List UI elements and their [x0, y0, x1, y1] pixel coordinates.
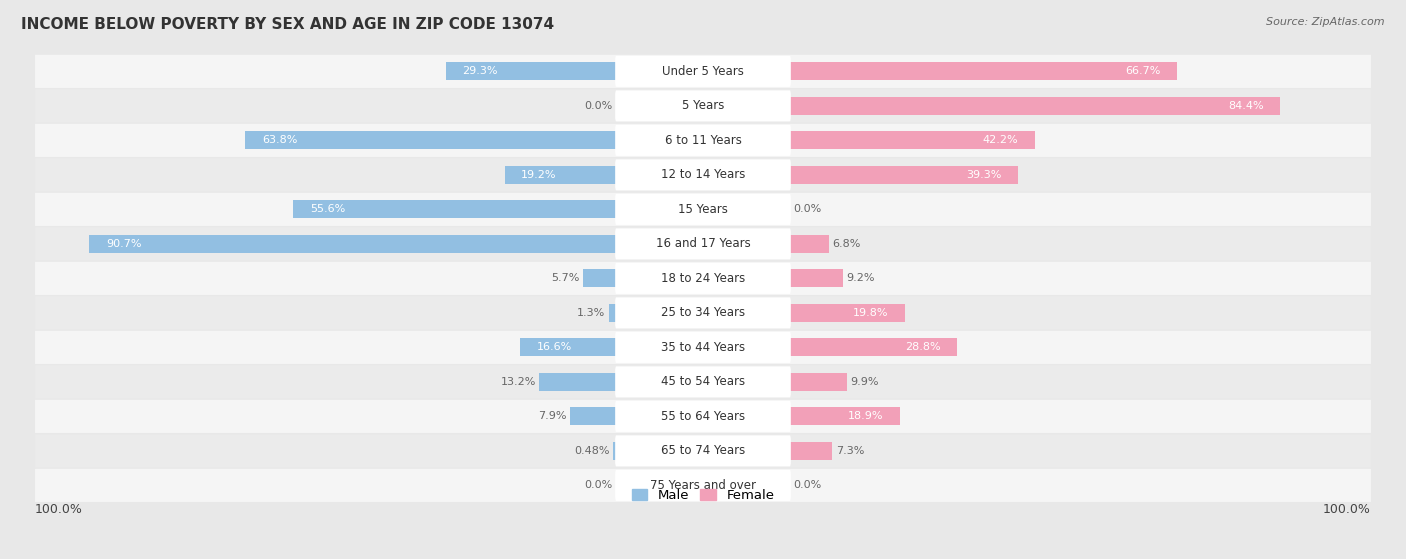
- Bar: [790, 373, 848, 391]
- Bar: [790, 304, 905, 322]
- Bar: [292, 201, 616, 219]
- Text: 28.8%: 28.8%: [905, 343, 941, 352]
- Bar: [790, 269, 844, 287]
- FancyBboxPatch shape: [35, 331, 1371, 364]
- Bar: [790, 235, 830, 253]
- Bar: [571, 408, 616, 425]
- FancyBboxPatch shape: [616, 297, 790, 329]
- Text: 100.0%: 100.0%: [35, 503, 83, 516]
- Bar: [540, 373, 616, 391]
- Text: 55 to 64 Years: 55 to 64 Years: [661, 410, 745, 423]
- FancyBboxPatch shape: [616, 366, 790, 397]
- FancyBboxPatch shape: [616, 194, 790, 225]
- FancyBboxPatch shape: [35, 158, 1371, 191]
- FancyBboxPatch shape: [616, 332, 790, 363]
- Text: 9.9%: 9.9%: [851, 377, 879, 387]
- Text: 84.4%: 84.4%: [1227, 101, 1264, 111]
- Text: 1.3%: 1.3%: [576, 308, 605, 318]
- Bar: [613, 442, 616, 460]
- Bar: [520, 338, 616, 357]
- Text: 66.7%: 66.7%: [1125, 67, 1161, 77]
- Text: 63.8%: 63.8%: [262, 135, 298, 145]
- Text: 0.0%: 0.0%: [793, 480, 821, 490]
- Bar: [790, 63, 1177, 80]
- Bar: [790, 97, 1281, 115]
- Text: 9.2%: 9.2%: [846, 273, 875, 283]
- Text: 0.0%: 0.0%: [585, 101, 613, 111]
- FancyBboxPatch shape: [616, 263, 790, 294]
- Text: 18 to 24 Years: 18 to 24 Years: [661, 272, 745, 285]
- Text: INCOME BELOW POVERTY BY SEX AND AGE IN ZIP CODE 13074: INCOME BELOW POVERTY BY SEX AND AGE IN Z…: [21, 17, 554, 32]
- Text: 7.3%: 7.3%: [835, 446, 863, 456]
- FancyBboxPatch shape: [616, 229, 790, 259]
- Text: Source: ZipAtlas.com: Source: ZipAtlas.com: [1267, 17, 1385, 27]
- Bar: [790, 338, 957, 357]
- FancyBboxPatch shape: [616, 125, 790, 156]
- Text: 16.6%: 16.6%: [537, 343, 572, 352]
- Text: 13.2%: 13.2%: [501, 377, 536, 387]
- FancyBboxPatch shape: [35, 366, 1371, 399]
- Text: 35 to 44 Years: 35 to 44 Years: [661, 341, 745, 354]
- Text: 19.2%: 19.2%: [522, 170, 557, 180]
- Legend: Male, Female: Male, Female: [626, 484, 780, 508]
- Bar: [505, 166, 616, 184]
- FancyBboxPatch shape: [616, 159, 790, 191]
- Text: 29.3%: 29.3%: [463, 67, 498, 77]
- FancyBboxPatch shape: [616, 56, 790, 87]
- Text: 100.0%: 100.0%: [1323, 503, 1371, 516]
- Text: Under 5 Years: Under 5 Years: [662, 65, 744, 78]
- FancyBboxPatch shape: [35, 434, 1371, 467]
- FancyBboxPatch shape: [35, 400, 1371, 433]
- Text: 0.0%: 0.0%: [793, 205, 821, 215]
- Text: 15 Years: 15 Years: [678, 203, 728, 216]
- Bar: [583, 269, 616, 287]
- FancyBboxPatch shape: [35, 296, 1371, 329]
- FancyBboxPatch shape: [616, 401, 790, 432]
- Text: 5 Years: 5 Years: [682, 100, 724, 112]
- Text: 45 to 54 Years: 45 to 54 Years: [661, 376, 745, 389]
- FancyBboxPatch shape: [35, 469, 1371, 502]
- Text: 65 to 74 Years: 65 to 74 Years: [661, 444, 745, 457]
- FancyBboxPatch shape: [35, 124, 1371, 157]
- Text: 90.7%: 90.7%: [105, 239, 141, 249]
- Text: 7.9%: 7.9%: [538, 411, 567, 421]
- Text: 19.8%: 19.8%: [852, 308, 889, 318]
- FancyBboxPatch shape: [35, 89, 1371, 122]
- Bar: [446, 63, 616, 80]
- FancyBboxPatch shape: [35, 262, 1371, 295]
- Text: 6 to 11 Years: 6 to 11 Years: [665, 134, 741, 147]
- Text: 75 Years and over: 75 Years and over: [650, 479, 756, 492]
- Bar: [790, 442, 832, 460]
- Text: 16 and 17 Years: 16 and 17 Years: [655, 238, 751, 250]
- Text: 42.2%: 42.2%: [983, 135, 1018, 145]
- Bar: [89, 235, 616, 253]
- FancyBboxPatch shape: [35, 193, 1371, 226]
- Bar: [790, 408, 900, 425]
- Text: 55.6%: 55.6%: [309, 205, 344, 215]
- FancyBboxPatch shape: [35, 228, 1371, 260]
- Text: 6.8%: 6.8%: [832, 239, 860, 249]
- Text: 0.48%: 0.48%: [575, 446, 610, 456]
- FancyBboxPatch shape: [616, 435, 790, 466]
- Text: 12 to 14 Years: 12 to 14 Years: [661, 168, 745, 181]
- Text: 39.3%: 39.3%: [966, 170, 1001, 180]
- Bar: [790, 166, 1018, 184]
- FancyBboxPatch shape: [616, 91, 790, 121]
- Text: 25 to 34 Years: 25 to 34 Years: [661, 306, 745, 319]
- Text: 18.9%: 18.9%: [848, 411, 883, 421]
- Bar: [246, 131, 616, 149]
- Bar: [790, 131, 1035, 149]
- FancyBboxPatch shape: [35, 55, 1371, 88]
- Text: 5.7%: 5.7%: [551, 273, 579, 283]
- Bar: [609, 304, 616, 322]
- FancyBboxPatch shape: [616, 470, 790, 501]
- Text: 0.0%: 0.0%: [585, 480, 613, 490]
